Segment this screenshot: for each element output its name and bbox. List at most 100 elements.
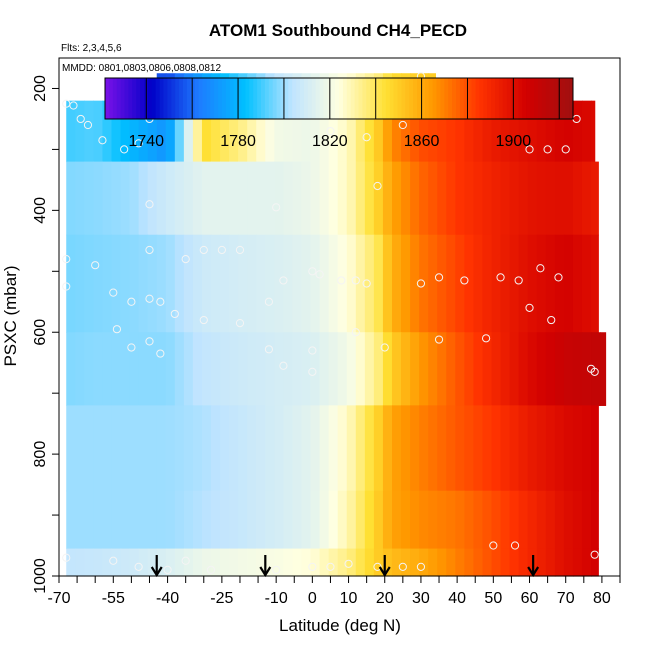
sample-point [156, 297, 165, 306]
colorbar-cell [210, 78, 215, 119]
heatmap-cell [156, 405, 167, 492]
heatmap-cell [554, 332, 565, 406]
colorbar-cell [147, 78, 153, 119]
colorbar-cell [303, 78, 309, 119]
heatmap-cell [428, 161, 438, 236]
heatmap-cell [536, 332, 547, 406]
heatmap-cell [518, 100, 529, 163]
heatmap-cell [482, 490, 493, 550]
heatmap-cell [482, 161, 493, 236]
heatmap-cell [165, 161, 176, 236]
x-axis: -70 -55 -40 -25 -10 0 10 20 30 40 50 60 70 80 [47, 576, 621, 607]
heatmap-cell [292, 405, 303, 492]
heatmap-cell [337, 490, 348, 550]
heatmap-cell [382, 100, 393, 163]
heatmap-cell [147, 234, 158, 333]
heatmap-cell [446, 161, 456, 236]
heatmap-cell [102, 100, 113, 163]
colorbar-tick-label: 1900 [496, 133, 532, 150]
heatmap-cell [346, 234, 357, 333]
x-tick-label: 70 [557, 590, 575, 607]
heatmap-cells [66, 73, 607, 577]
sample-point [489, 541, 498, 550]
heatmap-cell [238, 548, 248, 577]
heatmap-cell [328, 234, 339, 333]
heatmap-cell [120, 100, 131, 163]
heatmap-cell [120, 332, 131, 406]
colorbar-cell [346, 78, 352, 119]
heatmap-cell [147, 490, 158, 550]
heatmap-cell [346, 100, 357, 163]
colorbar-cell [467, 78, 473, 119]
colorbar-cell [179, 78, 184, 119]
heatmap-cell [382, 490, 393, 550]
sample-point [199, 245, 208, 255]
x-tick-label: -40 [156, 590, 179, 607]
heatmap-cell [500, 405, 511, 492]
heatmap-cell [84, 100, 94, 163]
heatmap-cell [591, 100, 596, 163]
plot-area: MMDD: 0801,0803,0806,0808,0812 [58, 57, 621, 578]
heatmap-cell [364, 548, 375, 577]
heatmap-cell [527, 405, 538, 492]
heatmap-cell [120, 161, 131, 236]
sample-point [62, 282, 71, 291]
colorbar-cell [389, 78, 395, 119]
sample-point [112, 325, 122, 334]
colorbar-cell [565, 78, 570, 119]
colorbar-cell [417, 78, 422, 119]
colorbar-cell [253, 78, 258, 119]
colorbar-cell [335, 78, 340, 119]
heatmap-cell [256, 332, 266, 406]
colorbar-cell [444, 78, 449, 119]
sample-point [264, 345, 274, 354]
heatmap-cell [75, 161, 85, 236]
colorbar-cell [229, 78, 235, 119]
heatmap-cell [247, 405, 257, 492]
heatmap-cell [391, 490, 402, 550]
sample-point [416, 279, 426, 288]
colorbar-cell [506, 78, 512, 119]
colorbar-cell [323, 78, 328, 119]
heatmap-cell [346, 332, 357, 406]
colorbar-cell [401, 78, 406, 119]
sample-point [398, 562, 407, 571]
colorbar-cell [483, 78, 488, 119]
heatmap-cell [509, 405, 520, 492]
colorbar-cell [420, 78, 426, 119]
x-tick-label: 40 [448, 590, 466, 607]
heatmap-cell [473, 490, 484, 550]
x-tick-label: 50 [484, 590, 502, 607]
heatmap-cell [509, 548, 520, 577]
heatmap-cell [500, 332, 511, 406]
heatmap-cell [591, 548, 599, 577]
sample-point [373, 181, 382, 191]
heatmap-cell [75, 100, 85, 163]
colorbar-frame [104, 77, 574, 120]
heatmap-cell [183, 161, 194, 236]
x-tick-label: 30 [412, 590, 430, 607]
sample-point [145, 200, 154, 209]
sample-point [344, 559, 353, 568]
colorbar-cell [222, 78, 227, 119]
heatmap-cell [401, 405, 411, 492]
heatmap-cell [364, 490, 375, 550]
dates-note: MMDD: 0801,0803,0806,0808,0812 [62, 63, 221, 74]
colorbar-cell [300, 78, 305, 119]
colorbar-cell [233, 78, 239, 119]
heatmap-cell [138, 332, 149, 406]
colorbar-cell [541, 78, 547, 119]
heatmap-cell [238, 234, 248, 333]
heatmap-cell [554, 234, 565, 333]
heatmap-cell [165, 405, 176, 492]
heatmap-cell [283, 161, 294, 236]
heatmap-cell [382, 332, 393, 406]
heatmap-cell [346, 405, 357, 492]
colorbar-cell [526, 78, 531, 119]
sample-point [145, 294, 154, 303]
heatmap-cell [527, 490, 538, 550]
heatmap-cell [66, 405, 76, 492]
heatmap-cell [554, 490, 565, 550]
heatmap-cell [102, 161, 113, 236]
heatmap-cell [174, 161, 185, 236]
